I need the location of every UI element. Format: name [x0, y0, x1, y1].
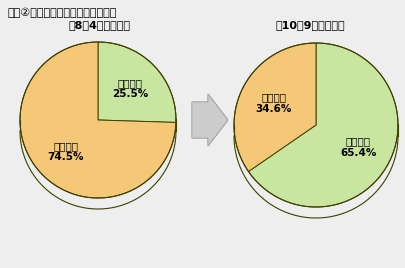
Text: レンタル
34.6%: レンタル 34.6%: [255, 92, 291, 114]
Polygon shape: [98, 42, 175, 122]
Text: 売り切り
65.4%: 売り切り 65.4%: [339, 136, 375, 158]
Polygon shape: [192, 94, 228, 146]
Polygon shape: [20, 42, 175, 198]
Text: 売り切り
25.5%: 売り切り 25.5%: [112, 78, 148, 99]
Text: 【10年9月末現在】: 【10年9月末現在】: [275, 20, 344, 30]
Polygon shape: [20, 118, 175, 209]
Polygon shape: [192, 94, 228, 146]
Polygon shape: [233, 124, 248, 183]
Polygon shape: [248, 125, 397, 218]
Text: 図表②　加入形態別のシェアの推移: 図表② 加入形態別のシェアの推移: [8, 8, 117, 18]
Polygon shape: [20, 120, 175, 209]
Polygon shape: [233, 43, 315, 172]
Polygon shape: [233, 125, 397, 218]
Text: レンタル
74.5%: レンタル 74.5%: [47, 141, 83, 162]
Text: 【8年4月末現在】: 【8年4月末現在】: [69, 20, 131, 30]
Polygon shape: [248, 43, 397, 207]
